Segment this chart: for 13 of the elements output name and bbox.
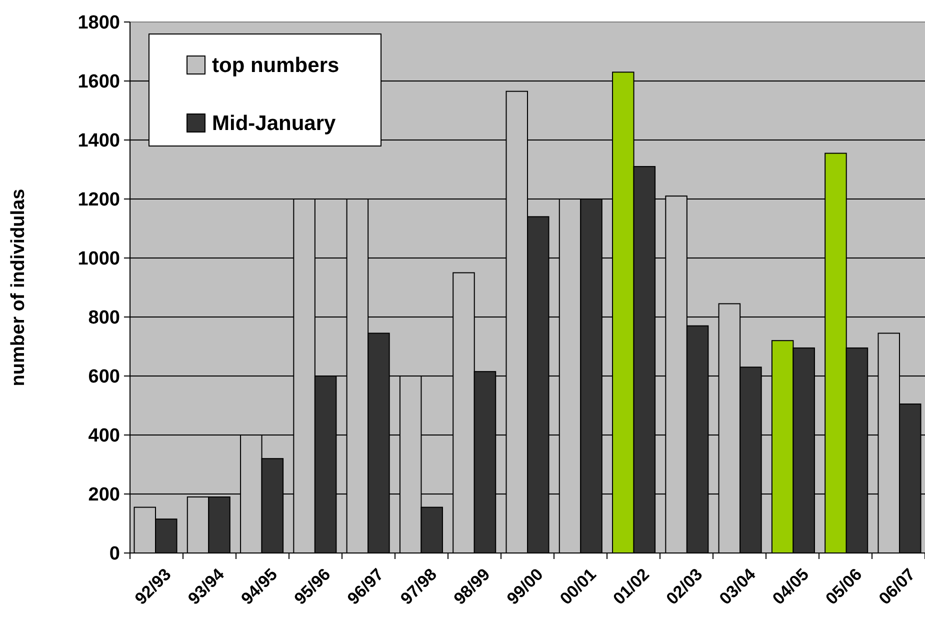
y-tick-label: 400 xyxy=(88,426,120,447)
y-tick-label: 1600 xyxy=(78,72,120,93)
y-tick-label: 1800 xyxy=(78,12,120,34)
y-axis-title: number of individulas xyxy=(8,188,29,386)
legend-label: Mid-January xyxy=(212,112,336,135)
y-tick-label: 200 xyxy=(88,484,120,506)
y-tick-label: 0 xyxy=(109,544,120,565)
y-tick-label: 1200 xyxy=(78,190,120,211)
y-tick-label: 600 xyxy=(88,366,120,388)
y-tick-label: 1400 xyxy=(78,130,120,152)
legend-label: top numbers xyxy=(212,54,340,77)
y-tick-label: 800 xyxy=(88,308,120,329)
y-tick-label: 1000 xyxy=(78,248,120,270)
